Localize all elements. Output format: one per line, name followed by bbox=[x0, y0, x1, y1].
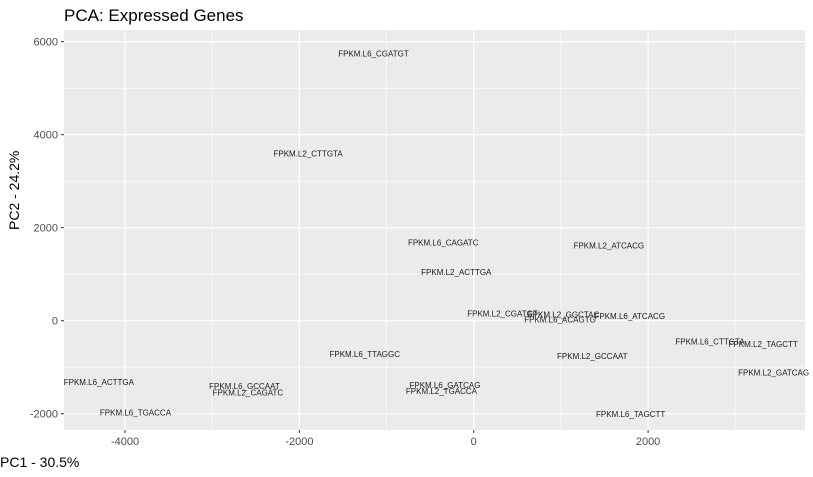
y-tick-label: 4000 bbox=[34, 130, 58, 142]
sample-point-label: FPKM.L6_TAGCTT bbox=[596, 410, 665, 419]
sample-point-label: FPKM.L6_GCCAAT bbox=[209, 382, 280, 391]
y-axis-label: PC2 - 24.2% bbox=[6, 150, 22, 230]
y-tick-label: -2000 bbox=[30, 409, 58, 421]
sample-point-label: FPKM.L6_CAGATC bbox=[408, 239, 479, 248]
x-tick-label: 0 bbox=[471, 436, 477, 448]
sample-point-label: FPKM.L2_CTTGTA bbox=[273, 149, 343, 158]
x-tick-label: 2000 bbox=[636, 436, 660, 448]
sample-point-label: FPKM.L2_CAGATC bbox=[213, 388, 284, 397]
y-tick-label: 6000 bbox=[34, 37, 58, 49]
sample-point-label: FPKM.L6_TGACCA bbox=[100, 408, 172, 417]
chart-title: PCA: Expressed Genes bbox=[64, 6, 244, 25]
sample-point-label: FPKM.L2_TGACCA bbox=[406, 387, 478, 396]
x-tick-label: -4000 bbox=[111, 436, 139, 448]
x-axis-label: PC1 - 30.5% bbox=[0, 454, 80, 470]
sample-point-label: FPKM.L2_TAGCTT bbox=[729, 340, 798, 349]
plot-panel bbox=[64, 30, 805, 430]
sample-point-label: FPKM.L2_GGCTAC bbox=[528, 311, 600, 320]
sample-point-label: FPKM.L6_GATCAG bbox=[409, 381, 480, 390]
sample-point-label: FPKM.L2_ACTTGA bbox=[421, 268, 492, 277]
x-tick-label: -2000 bbox=[285, 436, 313, 448]
sample-point-label: FPKM.L6_TTAGGC bbox=[329, 350, 400, 359]
y-tick-label: 2000 bbox=[34, 223, 58, 235]
sample-point-label: FPKM.L6_CGATGT bbox=[338, 49, 409, 58]
sample-point-label: FPKM.L6_ACTTGA bbox=[64, 378, 135, 387]
sample-point-label: FPKM.L2_GATCAG bbox=[738, 368, 809, 377]
y-tick-label: 0 bbox=[52, 316, 58, 328]
sample-point-label: FPKM.L2_ATCACG bbox=[574, 241, 645, 250]
sample-point-label: FPKM.L6_ACAGTG bbox=[524, 315, 596, 324]
sample-point-label: FPKM.L2_GCCAAT bbox=[557, 352, 628, 361]
sample-point-label: FPKM.L6_ATCACG bbox=[595, 312, 666, 321]
sample-point-label: FPKM.L2_CGATGT bbox=[467, 309, 538, 318]
sample-point-label: FPKM.L6_CTTGTA bbox=[675, 338, 745, 347]
